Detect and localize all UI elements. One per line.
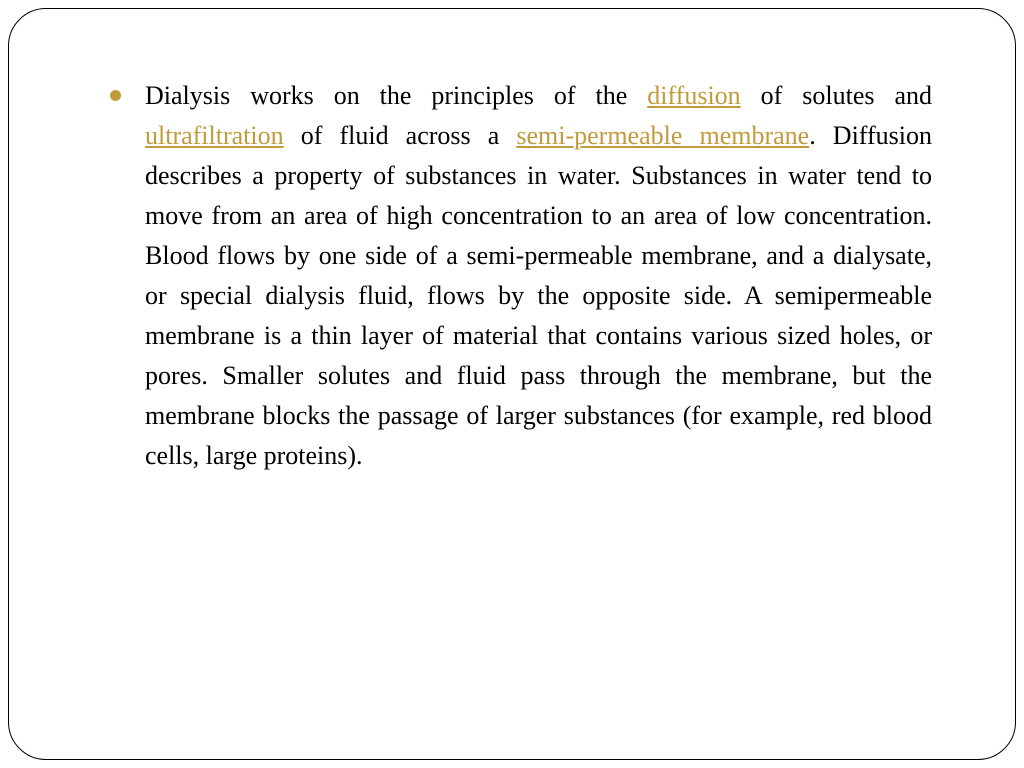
body-paragraph: Dialysis works on the principles of the … (145, 76, 932, 476)
hyperlink-semi-permeable-membrane[interactable]: semi-permeable membrane (516, 121, 809, 150)
bullet-item: Dialysis works on the principles of the … (110, 76, 932, 476)
bullet-marker (110, 90, 121, 101)
content-area: Dialysis works on the principles of the … (110, 76, 932, 476)
hyperlink-ultrafiltration[interactable]: ultrafiltration (145, 121, 284, 150)
hyperlink-diffusion[interactable]: diffusion (647, 81, 740, 110)
